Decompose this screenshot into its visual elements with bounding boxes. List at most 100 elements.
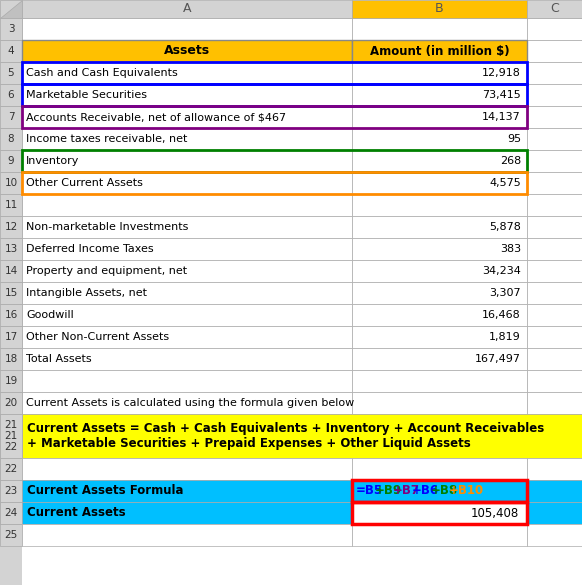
Bar: [352, 392, 527, 414]
Text: Current Assets is calculated using the formula given below: Current Assets is calculated using the f…: [26, 398, 354, 408]
Text: 9: 9: [8, 156, 15, 166]
Text: 17: 17: [5, 332, 17, 342]
Text: Non-marketable Investments: Non-marketable Investments: [26, 222, 189, 232]
Bar: [527, 502, 582, 524]
Bar: [352, 150, 527, 172]
Bar: [0, 0, 22, 18]
Text: 5,878: 5,878: [489, 222, 521, 232]
Bar: [527, 128, 582, 150]
Bar: [352, 260, 527, 282]
Bar: [0, 304, 22, 326]
Bar: [527, 172, 582, 194]
Text: 105,408: 105,408: [471, 507, 519, 519]
Bar: [527, 480, 582, 502]
Text: 383: 383: [500, 244, 521, 254]
Bar: [0, 40, 22, 62]
Bar: [22, 326, 352, 348]
Text: 8: 8: [8, 134, 15, 144]
Text: 20: 20: [5, 398, 17, 408]
Text: 11: 11: [5, 200, 17, 210]
Bar: [352, 370, 527, 392]
Bar: [22, 194, 352, 216]
Text: 21: 21: [5, 431, 17, 441]
Bar: [0, 458, 22, 480]
Bar: [0, 172, 22, 194]
Bar: [0, 18, 22, 40]
Bar: [527, 348, 582, 370]
Bar: [0, 128, 22, 150]
Text: C: C: [550, 2, 559, 15]
Text: Assets: Assets: [164, 44, 210, 57]
Bar: [22, 106, 352, 128]
Bar: [22, 84, 527, 106]
Bar: [352, 282, 527, 304]
Bar: [22, 172, 352, 194]
Bar: [352, 524, 527, 546]
Text: 25: 25: [5, 530, 17, 540]
Text: 167,497: 167,497: [475, 354, 521, 364]
Bar: [22, 84, 352, 106]
Bar: [22, 260, 352, 282]
Bar: [527, 524, 582, 546]
Text: 7: 7: [8, 112, 15, 122]
Text: +B6: +B6: [412, 484, 439, 497]
Bar: [352, 0, 527, 18]
Bar: [0, 348, 22, 370]
Text: 3,307: 3,307: [489, 288, 521, 298]
Bar: [22, 216, 352, 238]
Bar: [22, 370, 352, 392]
Bar: [527, 304, 582, 326]
Text: 25: 25: [5, 508, 17, 518]
Bar: [352, 128, 527, 150]
Bar: [22, 392, 352, 414]
Bar: [0, 84, 22, 106]
Bar: [0, 524, 22, 546]
Bar: [22, 502, 352, 524]
Bar: [527, 238, 582, 260]
Bar: [527, 18, 582, 40]
Text: Marketable Securities: Marketable Securities: [26, 90, 147, 100]
Text: Other Non-Current Assets: Other Non-Current Assets: [26, 332, 169, 342]
Text: Income taxes receivable, net: Income taxes receivable, net: [26, 134, 187, 144]
Bar: [22, 128, 352, 150]
Bar: [0, 326, 22, 348]
Polygon shape: [0, 0, 22, 18]
Bar: [0, 282, 22, 304]
Bar: [22, 282, 352, 304]
Bar: [527, 62, 582, 84]
Text: 4,575: 4,575: [489, 178, 521, 188]
Bar: [352, 216, 527, 238]
Bar: [22, 150, 352, 172]
Text: Goodwill: Goodwill: [26, 310, 74, 320]
Bar: [352, 238, 527, 260]
Text: 23: 23: [5, 464, 17, 474]
Text: 19: 19: [5, 376, 17, 386]
Bar: [22, 524, 352, 546]
Bar: [22, 238, 352, 260]
Bar: [527, 392, 582, 414]
Text: 21: 21: [5, 420, 17, 430]
Bar: [0, 480, 22, 502]
Bar: [352, 172, 527, 194]
Text: 16: 16: [5, 310, 17, 320]
Text: 95: 95: [507, 134, 521, 144]
Bar: [0, 0, 22, 585]
Bar: [22, 0, 352, 18]
Text: Deferred Income Taxes: Deferred Income Taxes: [26, 244, 154, 254]
Bar: [0, 502, 22, 524]
Text: 12: 12: [5, 222, 17, 232]
Text: 1,819: 1,819: [489, 332, 521, 342]
Bar: [527, 458, 582, 480]
Text: 5: 5: [8, 68, 15, 78]
Text: 18: 18: [5, 354, 17, 364]
Bar: [352, 458, 527, 480]
Text: 6: 6: [8, 90, 15, 100]
Text: Property and equipment, net: Property and equipment, net: [26, 266, 187, 276]
Text: + Marketable Securities + Prepaid Expenses + Other Liquid Assets: + Marketable Securities + Prepaid Expens…: [27, 438, 471, 450]
Bar: [0, 414, 22, 436]
Bar: [0, 216, 22, 238]
Bar: [22, 62, 527, 84]
Text: Current Assets Formula: Current Assets Formula: [27, 484, 183, 497]
Bar: [22, 458, 352, 480]
Bar: [527, 282, 582, 304]
